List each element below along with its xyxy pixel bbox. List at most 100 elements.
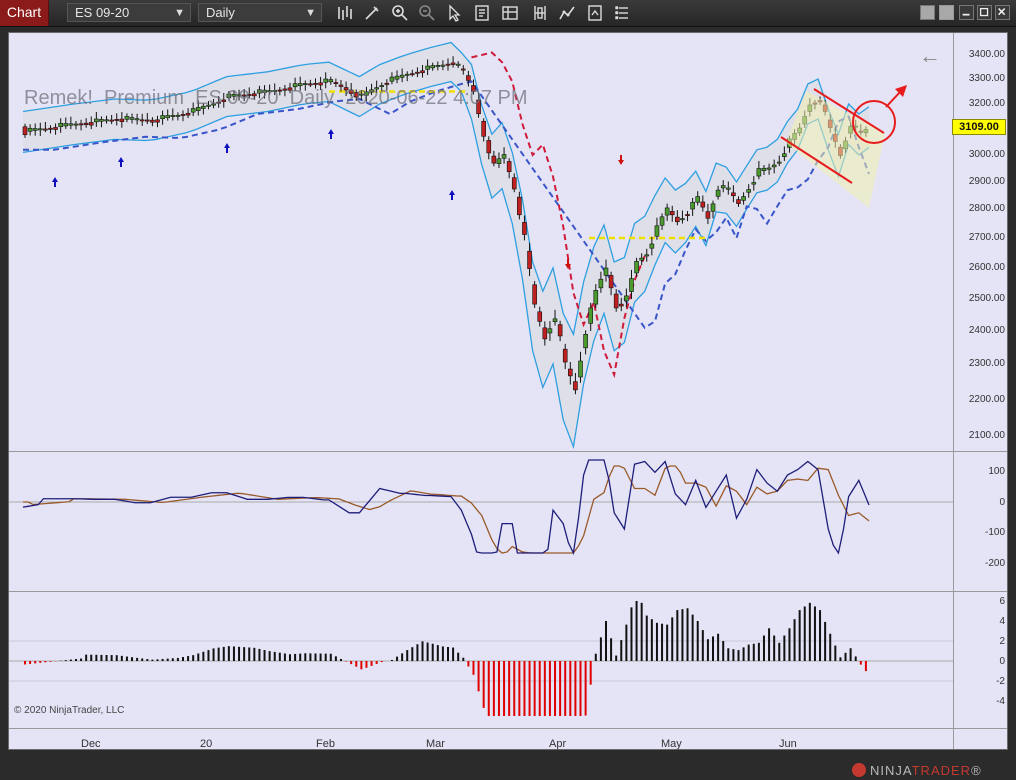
candle-body bbox=[501, 154, 507, 159]
breakout-arrow-shaft bbox=[885, 90, 902, 108]
candle-body bbox=[573, 381, 578, 391]
oscillator-fast-line bbox=[22, 459, 870, 556]
candle-body bbox=[695, 196, 701, 203]
theme-light-button[interactable] bbox=[920, 5, 935, 20]
theme-dark-button[interactable] bbox=[939, 5, 954, 20]
drawing-tools-icon[interactable] bbox=[362, 3, 382, 23]
breakout-arrow-head bbox=[895, 85, 907, 97]
candle-body bbox=[578, 360, 583, 378]
candle-body bbox=[598, 278, 604, 289]
candle-body bbox=[613, 293, 619, 309]
candle-body bbox=[359, 93, 364, 96]
sell-arrow-icon bbox=[565, 259, 571, 269]
candle-body bbox=[145, 119, 150, 122]
chevron-down-icon: ▼ bbox=[305, 7, 316, 19]
indicators-icon[interactable] bbox=[530, 3, 550, 23]
copyright-text: © 2020 NinjaTrader, LLC bbox=[14, 705, 125, 716]
candle-body bbox=[568, 368, 573, 377]
candle-body bbox=[277, 89, 283, 92]
candle-body bbox=[435, 65, 441, 67]
minimize-button[interactable] bbox=[959, 5, 974, 20]
time-tick-label: 20 bbox=[200, 738, 213, 750]
time-tick-label: May bbox=[661, 738, 682, 750]
candle-body bbox=[32, 128, 38, 131]
price-tick-label: 2200.00 bbox=[968, 394, 1005, 405]
candle-body bbox=[675, 216, 680, 223]
candle-body bbox=[710, 203, 716, 212]
interval-select[interactable]: Daily ▼ bbox=[198, 3, 322, 22]
candle-body bbox=[185, 112, 191, 116]
price-chart[interactable] bbox=[9, 33, 1009, 751]
candle-body bbox=[634, 261, 639, 274]
candle-body bbox=[68, 123, 74, 126]
candle-body bbox=[649, 243, 655, 249]
chart-panel[interactable]: Remek! Premium ES 09-20 Daily 2020-06-22… bbox=[8, 32, 1008, 750]
templates-icon[interactable] bbox=[585, 3, 605, 23]
candle-body bbox=[420, 70, 425, 74]
data-box-icon[interactable] bbox=[472, 3, 492, 23]
instrument-select[interactable]: ES 09-20 ▼ bbox=[67, 3, 191, 22]
candle-body bbox=[527, 250, 532, 269]
candle-body bbox=[624, 295, 629, 302]
candle-body bbox=[379, 85, 385, 88]
buy-arrow-icon bbox=[224, 143, 230, 153]
buy-arrow-icon bbox=[118, 157, 124, 167]
candle-body bbox=[343, 87, 349, 91]
candle-body bbox=[629, 278, 634, 292]
pointer-icon[interactable] bbox=[444, 3, 464, 23]
candle-body bbox=[267, 90, 272, 93]
candle-body bbox=[537, 311, 543, 322]
buy-arrow-icon bbox=[52, 177, 58, 187]
zoom-out-icon[interactable] bbox=[417, 3, 437, 23]
back-arrow-icon[interactable]: ← bbox=[919, 43, 941, 68]
candle-body bbox=[603, 267, 609, 276]
candle-body bbox=[771, 164, 777, 168]
candle-body bbox=[608, 275, 614, 289]
candle-body bbox=[715, 189, 721, 197]
candle-body bbox=[685, 214, 690, 217]
candle-body bbox=[476, 99, 481, 115]
ninja-logo-icon bbox=[852, 763, 866, 777]
candle-body bbox=[552, 318, 558, 323]
candle-body bbox=[486, 140, 492, 154]
attach-icon[interactable] bbox=[613, 3, 633, 23]
candle-body bbox=[175, 114, 181, 117]
candle-body bbox=[292, 83, 298, 88]
candle-body bbox=[746, 189, 751, 193]
candle-body bbox=[374, 87, 379, 90]
candle-body bbox=[353, 92, 359, 98]
price-tick-label: 2400.00 bbox=[968, 325, 1005, 336]
oscillator-tick-label: -100 bbox=[984, 527, 1005, 538]
maximize-button[interactable] bbox=[977, 5, 992, 20]
time-tick-label: Apr bbox=[549, 738, 567, 750]
price-tick-label: 2100.00 bbox=[968, 430, 1005, 441]
candle-body bbox=[466, 75, 471, 81]
time-tick-label: Dec bbox=[81, 738, 101, 750]
histogram-tick-label: -4 bbox=[996, 696, 1005, 707]
candle-body bbox=[425, 65, 430, 70]
candle-body bbox=[252, 93, 257, 97]
ninjatrader-logo: NINJATRADER® bbox=[852, 763, 982, 778]
candle-body bbox=[639, 257, 644, 261]
candle-body bbox=[399, 74, 405, 78]
candle-body bbox=[150, 119, 155, 123]
zoom-in-icon[interactable] bbox=[390, 3, 410, 23]
chart-properties-icon[interactable] bbox=[500, 3, 520, 23]
candle-body bbox=[491, 155, 497, 164]
price-tick-label: 2700.00 bbox=[968, 232, 1005, 243]
candle-body bbox=[216, 101, 221, 104]
close-button[interactable] bbox=[995, 5, 1010, 20]
candle-body bbox=[720, 185, 726, 189]
candle-body bbox=[364, 91, 369, 96]
strategies-icon[interactable] bbox=[557, 3, 577, 23]
candle-body bbox=[134, 118, 140, 121]
candle-body bbox=[450, 62, 456, 65]
candle-body bbox=[394, 75, 400, 80]
bar-type-icon[interactable] bbox=[335, 3, 355, 23]
candle-body bbox=[236, 94, 242, 97]
candle-body bbox=[481, 120, 486, 137]
candle-body bbox=[782, 153, 787, 157]
candle-body bbox=[654, 225, 660, 237]
chart-tab[interactable]: Chart bbox=[0, 0, 49, 26]
wedge-lower-line bbox=[780, 136, 853, 184]
